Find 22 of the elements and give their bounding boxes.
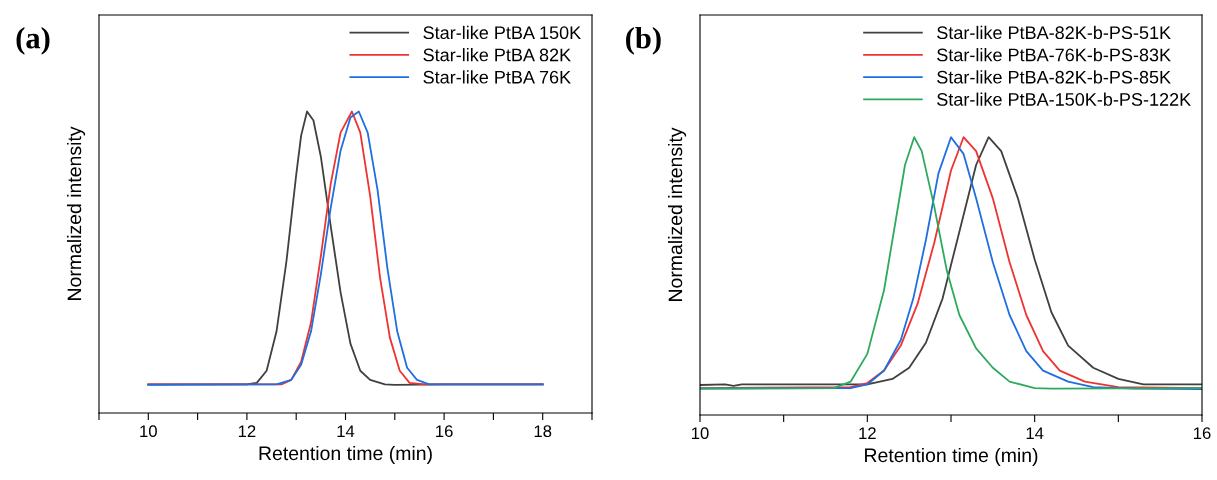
x-tick-label: 16 bbox=[1194, 427, 1211, 440]
y-axis-title: Normalized intensity bbox=[667, 127, 687, 301]
x-tick-label: 16 bbox=[436, 425, 453, 438]
chart-title: (b) bbox=[626, 27, 661, 55]
legend-label: Star-like PtBA-76K-b-PS-83K bbox=[937, 48, 1171, 62]
legend-label: Star-like PtBA 150K bbox=[423, 25, 581, 40]
y-axis-title: Normalized intensity bbox=[66, 126, 86, 300]
x-tick-label: 12 bbox=[238, 425, 256, 437]
x-tick-label: 10 bbox=[140, 425, 157, 438]
chart-title: (a) bbox=[16, 26, 50, 55]
x-tick-label: 18 bbox=[534, 425, 552, 438]
legend-label: Star-like PtBA 82K bbox=[423, 48, 571, 62]
x-tick-label: 14 bbox=[1026, 427, 1044, 439]
x-tick-label: 10 bbox=[692, 427, 709, 440]
legend-label: Star-like PtBA-82K-b-PS-51K bbox=[937, 25, 1171, 40]
legend-label: Star-like PtBA-82K-b-PS-85K bbox=[937, 70, 1171, 84]
legend-label: Star-like PtBA 76K bbox=[423, 70, 571, 84]
x-tick-label: 14 bbox=[337, 425, 355, 437]
x-tick-label: 12 bbox=[859, 427, 876, 439]
x-axis-title: Retention time (min) bbox=[259, 445, 432, 465]
x-axis-title: Retention time (min) bbox=[865, 447, 1038, 467]
legend-label: Star-like PtBA-150K-b-PS-122K bbox=[937, 92, 1191, 106]
